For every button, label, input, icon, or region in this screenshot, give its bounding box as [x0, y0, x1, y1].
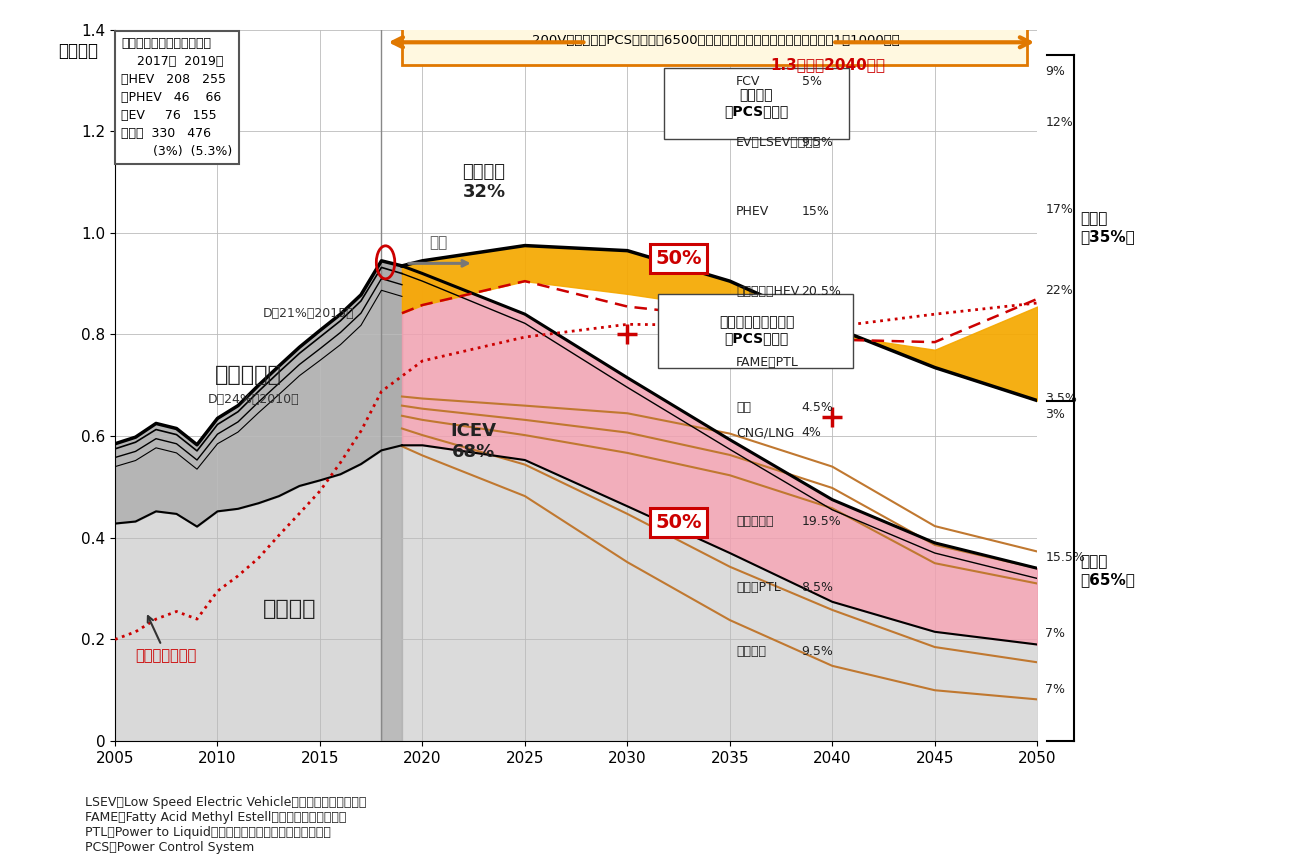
Text: モーター
＋PCS＋電池: モーター ＋PCS＋電池: [724, 88, 789, 118]
Text: 15.5%: 15.5%: [1046, 551, 1085, 564]
Text: 次世代車
32%: 次世代車 32%: [462, 163, 505, 202]
Text: 8.5%: 8.5%: [802, 581, 833, 594]
Text: ストロングHEV: ストロングHEV: [736, 285, 799, 298]
Text: 新興国販売台数: 新興国販売台数: [135, 616, 197, 663]
Text: 5%: 5%: [802, 76, 821, 88]
Text: 4%: 4%: [802, 426, 821, 439]
Text: LSEV：Low Speed Electric Vehicle（超小型電気自動車）
FAME：Fatty Acid Methyl Estell（バイオディーゼル: LSEV：Low Speed Electric Vehicle（超小型電気自動車…: [85, 795, 366, 854]
Text: 9.5%: 9.5%: [802, 644, 833, 658]
Text: 1.3億台（2040年）: 1.3億台（2040年）: [770, 57, 886, 73]
FancyBboxPatch shape: [664, 68, 849, 139]
Text: 20.5%: 20.5%: [802, 285, 841, 298]
Text: FCV: FCV: [736, 76, 761, 88]
Text: 9.5%: 9.5%: [802, 136, 833, 149]
Text: 200Vモーター、PCSの需要が6500万台まで増加する。エンジンの需要は1億1000万台: 200Vモーター、PCSの需要が6500万台まで増加する。エンジンの需要は1億1…: [531, 34, 899, 47]
Text: FAME、PTL: FAME、PTL: [736, 356, 799, 369]
Text: 予測: 予測: [430, 236, 447, 251]
Text: D：21%（2015）: D：21%（2015）: [262, 306, 354, 320]
Text: エンジン＋モーター
＋PCS＋電池: エンジン＋モーター ＋PCS＋電池: [719, 316, 794, 346]
Text: 7%: 7%: [1046, 683, 1065, 696]
Text: PHEV: PHEV: [736, 205, 769, 218]
Text: EV（LSEVを含む）: EV（LSEVを含む）: [736, 136, 821, 149]
Text: 17%: 17%: [1046, 202, 1073, 215]
Text: CNG/LNG: CNG/LNG: [736, 426, 794, 439]
Text: 9%: 9%: [1046, 65, 1065, 78]
Text: 3%: 3%: [1046, 408, 1065, 421]
Text: 新興国
（65%）: 新興国 （65%）: [1080, 554, 1135, 587]
Text: 次世代車販売台数（万台）
    2017年  2019年
・HEV   208   255
・PHEV   46    66
・EV     76   155: 次世代車販売台数（万台） 2017年 2019年 ・HEV 208 255 ・P…: [121, 37, 232, 158]
Text: 15%: 15%: [802, 205, 829, 218]
Text: 50%: 50%: [656, 249, 702, 268]
Text: 軽油: 軽油: [736, 401, 750, 414]
Text: 4.5%: 4.5%: [802, 401, 833, 414]
Text: D：24%（2010）: D：24%（2010）: [207, 393, 299, 406]
Text: 先進国
（35%）: 先進国 （35%）: [1080, 212, 1135, 244]
Text: ガソリン: ガソリン: [262, 599, 316, 619]
Text: ディーゼル: ディーゼル: [215, 366, 282, 385]
Text: ICEV
68%: ICEV 68%: [450, 422, 497, 461]
Text: 19.5%: 19.5%: [802, 515, 841, 528]
Text: 3.5%: 3.5%: [1046, 391, 1077, 405]
Text: ガソリン: ガソリン: [736, 644, 766, 658]
Y-axis label: （億台）: （億台）: [58, 42, 98, 60]
Text: 水素、PTL: 水素、PTL: [736, 581, 781, 594]
Text: 12%: 12%: [1046, 116, 1073, 130]
Text: 50%: 50%: [656, 513, 702, 532]
FancyBboxPatch shape: [401, 17, 1027, 65]
Text: 22%: 22%: [1046, 284, 1073, 297]
Text: エタノール: エタノール: [736, 515, 774, 528]
Text: 7%: 7%: [1046, 627, 1065, 640]
FancyBboxPatch shape: [657, 293, 853, 367]
